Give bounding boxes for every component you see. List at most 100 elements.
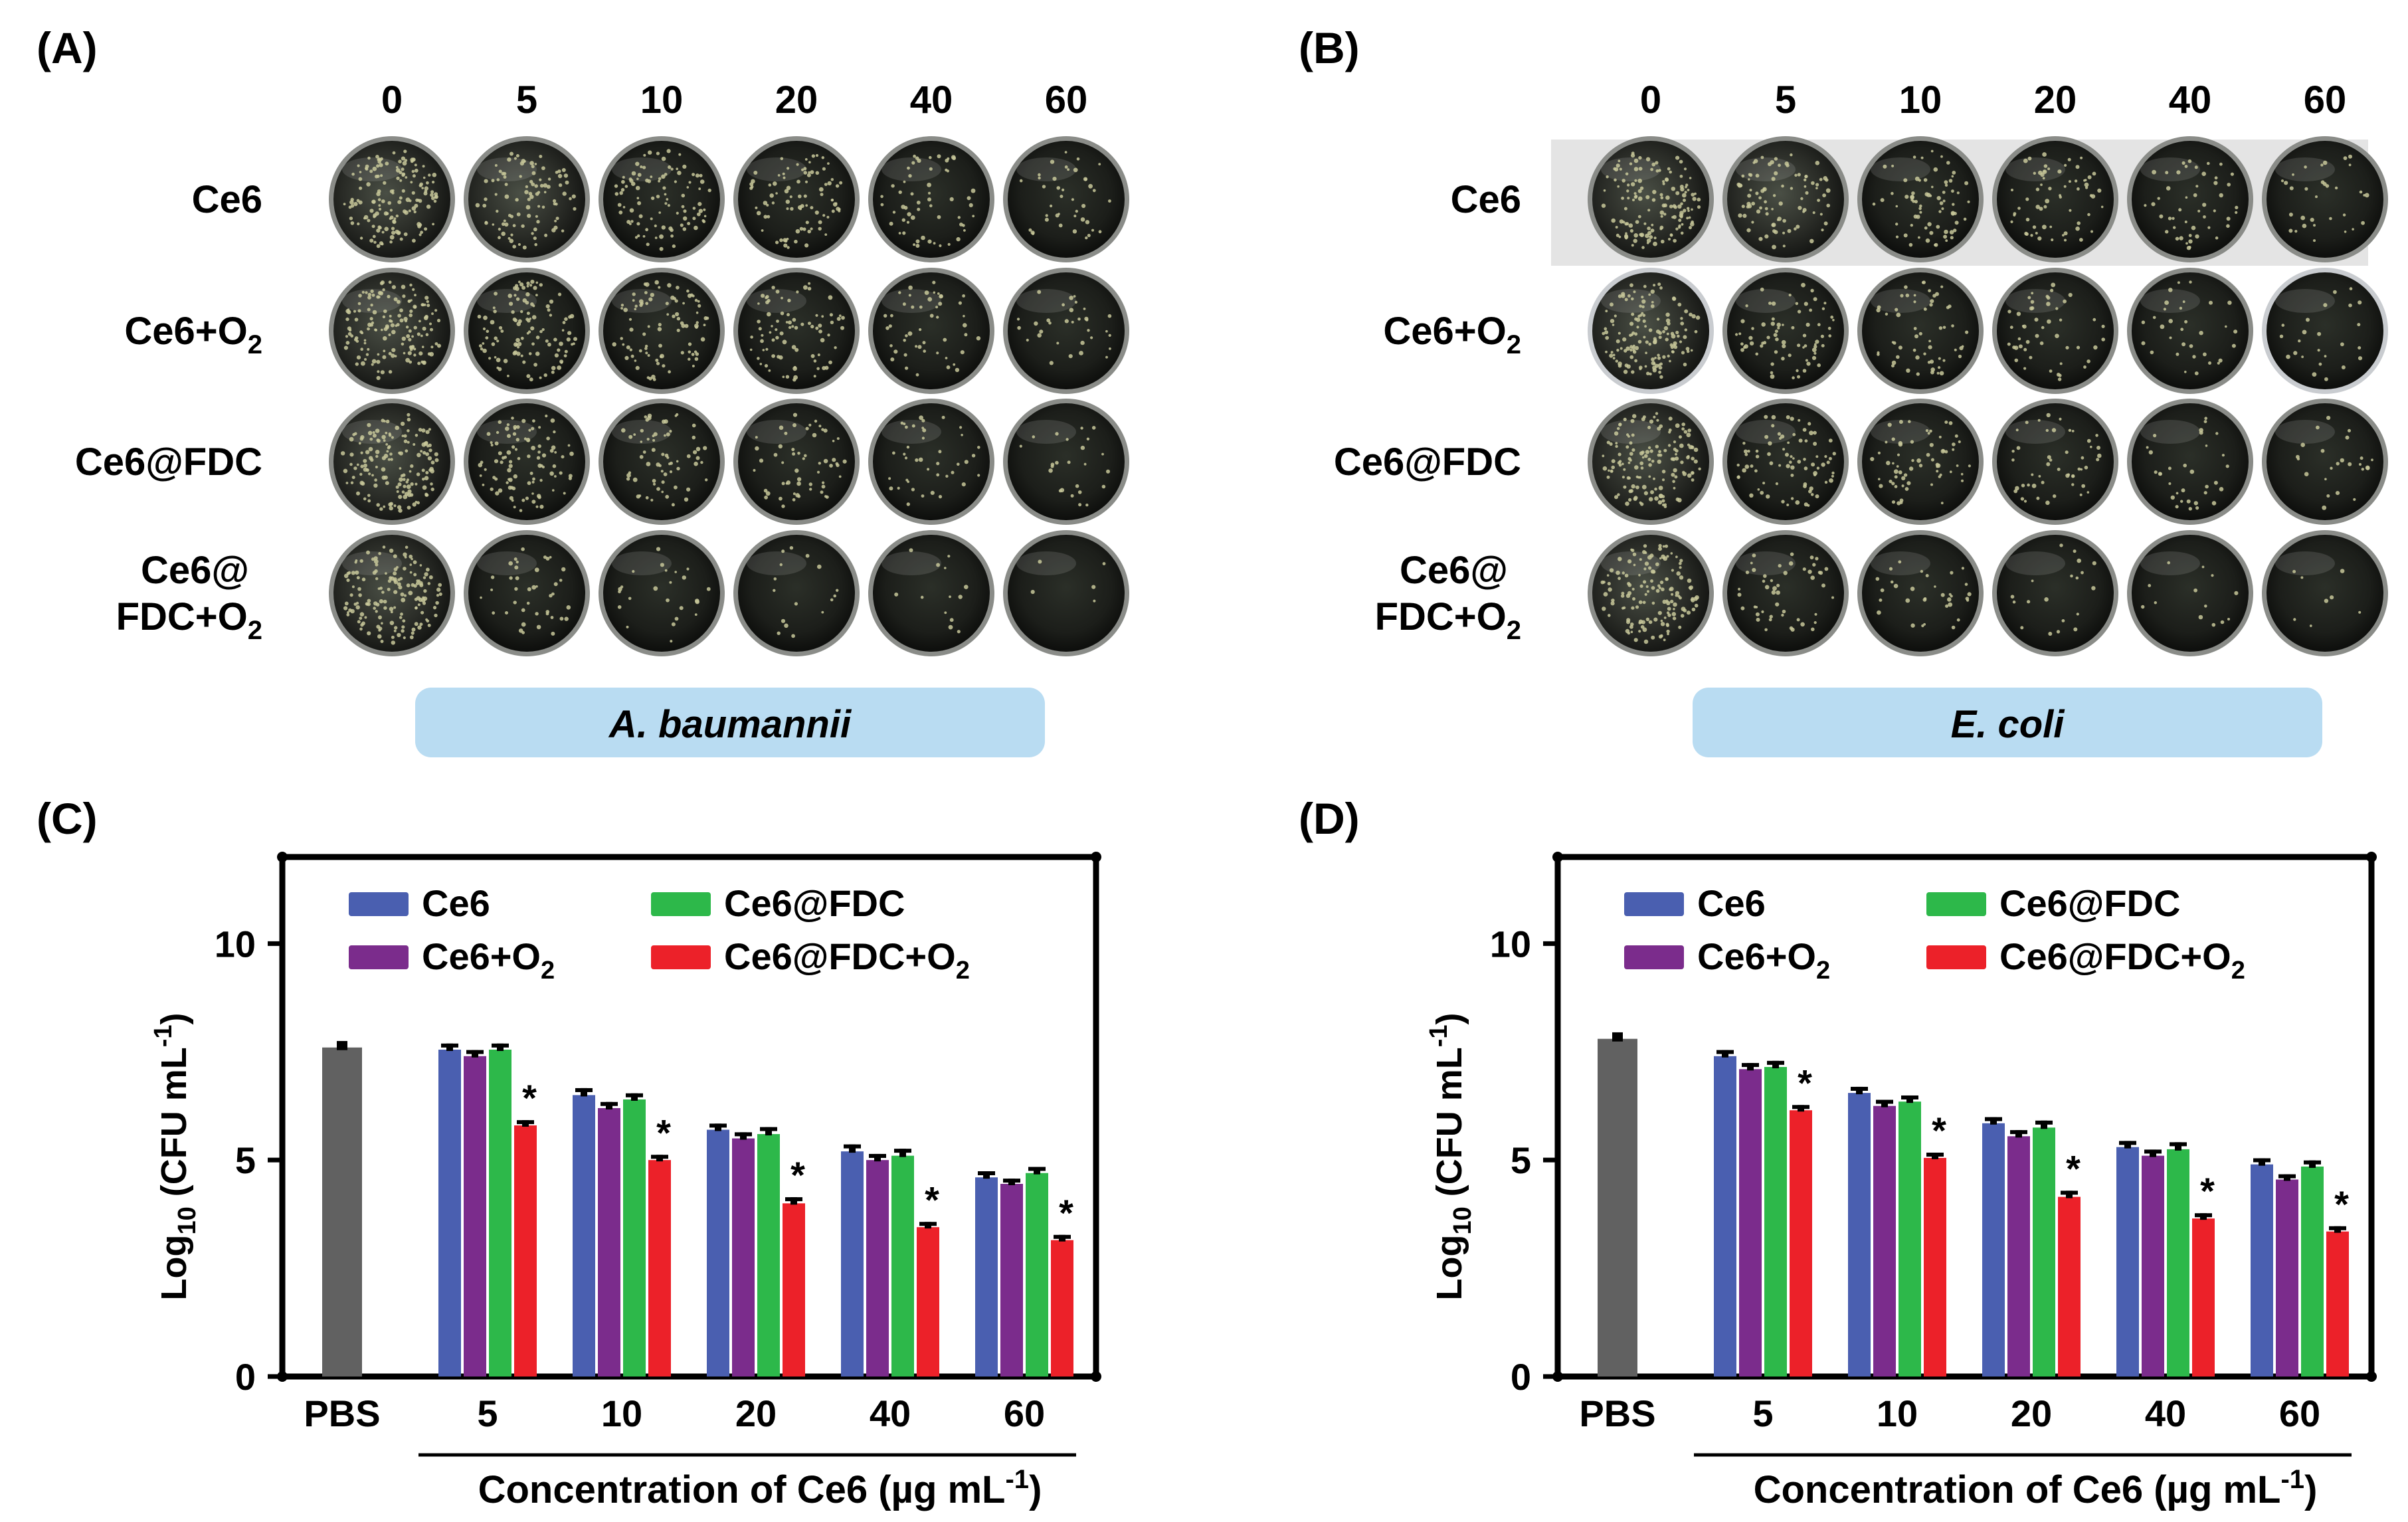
colony: [520, 336, 524, 340]
colony: [654, 224, 657, 228]
colony: [915, 156, 919, 160]
colony: [1623, 417, 1627, 422]
colony: [1918, 332, 1922, 335]
significance-marker: *: [2066, 1147, 2081, 1189]
colony: [2029, 355, 2033, 359]
colony: [780, 157, 784, 161]
colony: [397, 505, 402, 510]
colony: [628, 597, 632, 601]
colony: [1625, 172, 1629, 176]
colony: [654, 237, 658, 239]
colony: [1625, 232, 1627, 235]
colony: [775, 192, 778, 195]
colony: [1803, 458, 1806, 461]
colony: [951, 470, 955, 474]
colony: [1681, 423, 1685, 427]
colony: [393, 554, 397, 559]
colony: [430, 193, 434, 197]
legend-swatch: [349, 945, 409, 969]
colony: [2144, 204, 2147, 207]
colony: [753, 469, 756, 472]
colony: [2077, 187, 2080, 191]
colony: [2075, 576, 2079, 580]
colony: [836, 317, 841, 321]
colony: [350, 221, 355, 225]
colony: [534, 242, 537, 246]
colony: [403, 439, 408, 444]
colony: [1677, 204, 1682, 209]
colony: [359, 480, 364, 486]
colony: [373, 556, 378, 561]
colony: [1665, 622, 1669, 626]
colony: [1657, 282, 1661, 286]
colony: [391, 330, 396, 335]
colony: [2031, 292, 2034, 295]
colony: [1691, 607, 1696, 612]
row-label-sub: 2: [1507, 616, 1521, 645]
colony: [427, 582, 431, 585]
colony: [413, 573, 417, 577]
plate-column-label: 40: [2169, 78, 2212, 122]
dish-glare: [2140, 551, 2200, 575]
dish-glare: [1736, 289, 1796, 313]
colony: [2326, 494, 2330, 498]
colony: [506, 423, 510, 427]
colony: [1650, 569, 1655, 574]
colony: [2304, 472, 2309, 476]
colony: [529, 161, 534, 165]
colony: [1777, 326, 1780, 330]
colony: [1780, 434, 1785, 439]
colony: [483, 316, 488, 320]
colony: [513, 425, 517, 429]
colony: [1877, 305, 1881, 310]
colony: [1080, 427, 1083, 430]
dish-glare: [342, 420, 402, 444]
colony: [785, 199, 790, 204]
colony: [666, 432, 670, 436]
colony: [429, 466, 434, 472]
colony: [915, 373, 919, 377]
colony: [911, 488, 915, 492]
colony: [486, 330, 490, 333]
colony: [391, 347, 396, 353]
petri-dish: [733, 399, 860, 525]
colony: [702, 220, 706, 223]
colony: [1619, 167, 1622, 171]
colony: [1944, 421, 1948, 424]
colony: [365, 291, 368, 294]
colony: [767, 215, 771, 219]
petri-dish: [1588, 399, 1714, 525]
colony: [919, 415, 923, 421]
colony: [1959, 346, 1964, 351]
colony: [2198, 615, 2203, 620]
colony: [539, 178, 542, 181]
colony: [1797, 343, 1801, 347]
colony: [501, 231, 506, 237]
colony: [1662, 182, 1665, 185]
colony: [1906, 481, 1911, 486]
colony: [567, 444, 571, 447]
colony: [1828, 438, 1833, 443]
colony: [409, 313, 413, 318]
colony: [1832, 452, 1836, 456]
colony: [414, 163, 417, 167]
colony: [2185, 242, 2188, 245]
colony: [1695, 315, 1701, 320]
colony: [1638, 573, 1641, 577]
colony: [815, 314, 818, 317]
colony: [1620, 347, 1623, 350]
colony: [1670, 599, 1674, 604]
colony: [1689, 312, 1693, 317]
colony: [387, 201, 391, 205]
colony: [2201, 171, 2206, 177]
colony: [1761, 610, 1764, 614]
colony: [1954, 221, 1959, 225]
colony: [943, 337, 947, 342]
colony: [1075, 209, 1079, 213]
colony: [1073, 295, 1076, 298]
colony: [401, 629, 405, 633]
colony: [379, 587, 383, 590]
colony: [1770, 362, 1774, 366]
colony: [572, 342, 575, 345]
colony: [543, 373, 547, 377]
